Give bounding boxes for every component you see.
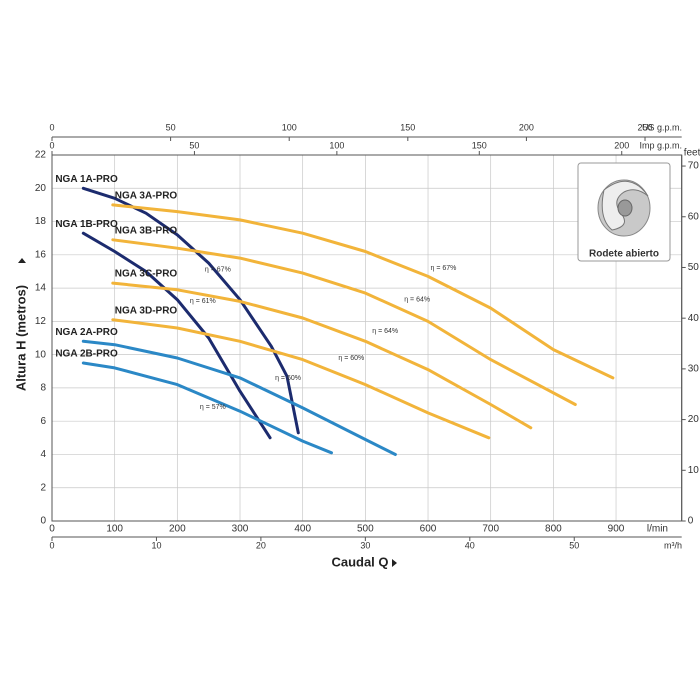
y-tick-label: 22 xyxy=(35,150,47,161)
series-label: NGA 3A-PRO xyxy=(115,191,178,202)
inset: Rodete abierto xyxy=(577,162,671,262)
y2-tick-label: 40 xyxy=(688,313,700,324)
efficiency-label: η = 64% xyxy=(372,328,398,335)
x2-tick-label: 50 xyxy=(166,122,176,132)
axis-unit: m³/h xyxy=(664,540,682,550)
axis-unit: Imp g.p.m. xyxy=(639,140,682,150)
y2-tick-label: 0 xyxy=(688,516,694,527)
series-line xyxy=(81,361,333,455)
x-tick-label: 900 xyxy=(608,524,625,535)
x2-tick-label: 250 xyxy=(638,122,653,132)
series-label: NGA 3C-PRO xyxy=(115,269,178,280)
y-tick-label: 0 xyxy=(40,516,46,527)
impeller-icon xyxy=(597,179,651,237)
y-tick-label: 16 xyxy=(35,249,47,260)
x2-tick-label: 50 xyxy=(189,140,199,150)
x-tick-label: 400 xyxy=(294,524,311,535)
y-tick-label: 4 xyxy=(40,449,46,460)
efficiency-label: η = 60% xyxy=(338,355,364,362)
y-tick-label: 10 xyxy=(35,349,47,360)
series-label: NGA 1B-PRO xyxy=(55,219,118,230)
x2-tick-label: 200 xyxy=(519,122,534,132)
y2-tick-label: 60 xyxy=(688,211,700,222)
y2-tick-label: 20 xyxy=(688,414,700,425)
arrow-icon xyxy=(18,258,26,263)
efficiency-label: η = 60% xyxy=(275,375,301,382)
y-tick-label: 8 xyxy=(40,383,46,394)
efficiency-label: η = 67% xyxy=(205,267,231,274)
y2-axis-title: feet xyxy=(684,148,700,159)
x-tick-label: 300 xyxy=(232,524,249,535)
y2-tick-label: 10 xyxy=(688,465,700,476)
y-tick-label: 18 xyxy=(35,216,47,227)
x2-tick-label: 200 xyxy=(614,140,629,150)
inset-caption: Rodete abierto xyxy=(589,249,659,260)
axis-unit: US g.p.m. xyxy=(642,122,682,132)
series-line xyxy=(111,281,533,430)
x-tick-label: 500 xyxy=(357,524,374,535)
x2-tick-label: 100 xyxy=(329,140,344,150)
series-label: NGA 3B-PRO xyxy=(115,225,178,236)
arrow-icon xyxy=(392,559,397,567)
series-line xyxy=(111,238,577,406)
series-line xyxy=(111,203,615,380)
y-axis-title: Altura H (metros) xyxy=(13,285,28,391)
efficiency-label: η = 57% xyxy=(200,404,226,411)
x-tick-label: 0 xyxy=(49,524,55,535)
y-tick-label: 2 xyxy=(40,482,46,493)
series-line xyxy=(81,339,397,456)
x2-tick-label: 50 xyxy=(569,540,579,550)
y-tick-label: 12 xyxy=(35,316,47,327)
series-line xyxy=(111,318,491,440)
x2-tick-label: 10 xyxy=(151,540,161,550)
x-axis-title: Caudal Q xyxy=(331,554,388,569)
series-label: NGA 2A-PRO xyxy=(55,327,118,338)
x-tick-label: 700 xyxy=(482,524,499,535)
x2-tick-label: 20 xyxy=(256,540,266,550)
x2-tick-label: 0 xyxy=(49,140,54,150)
x-tick-label: 600 xyxy=(420,524,437,535)
efficiency-label: η = 64% xyxy=(404,297,430,304)
efficiency-label: η = 67% xyxy=(431,265,457,272)
series-label: NGA 3D-PRO xyxy=(115,305,178,316)
series-label: NGA 2B-PRO xyxy=(55,349,118,360)
x2-tick-label: 100 xyxy=(282,122,297,132)
x2-tick-label: 0 xyxy=(49,540,54,550)
y-tick-label: 20 xyxy=(35,183,47,194)
x2-tick-label: 40 xyxy=(465,540,475,550)
x-tick-label: 200 xyxy=(169,524,186,535)
x2-tick-label: 150 xyxy=(472,140,487,150)
series-line xyxy=(81,231,272,440)
y-tick-label: 14 xyxy=(35,283,47,294)
y-tick-label: 6 xyxy=(40,416,46,427)
x-unit: l/min xyxy=(647,524,668,535)
y2-tick-label: 30 xyxy=(688,364,700,375)
x2-tick-label: 0 xyxy=(49,122,54,132)
x-tick-label: 800 xyxy=(545,524,562,535)
y2-tick-label: 70 xyxy=(688,161,700,172)
x2-tick-label: 30 xyxy=(360,540,370,550)
x-tick-label: 100 xyxy=(106,524,123,535)
series-label: NGA 1A-PRO xyxy=(55,174,118,185)
efficiency-label: η = 61% xyxy=(190,298,216,305)
y2-tick-label: 50 xyxy=(688,262,700,273)
series-line xyxy=(81,186,300,435)
x2-tick-label: 150 xyxy=(400,122,415,132)
